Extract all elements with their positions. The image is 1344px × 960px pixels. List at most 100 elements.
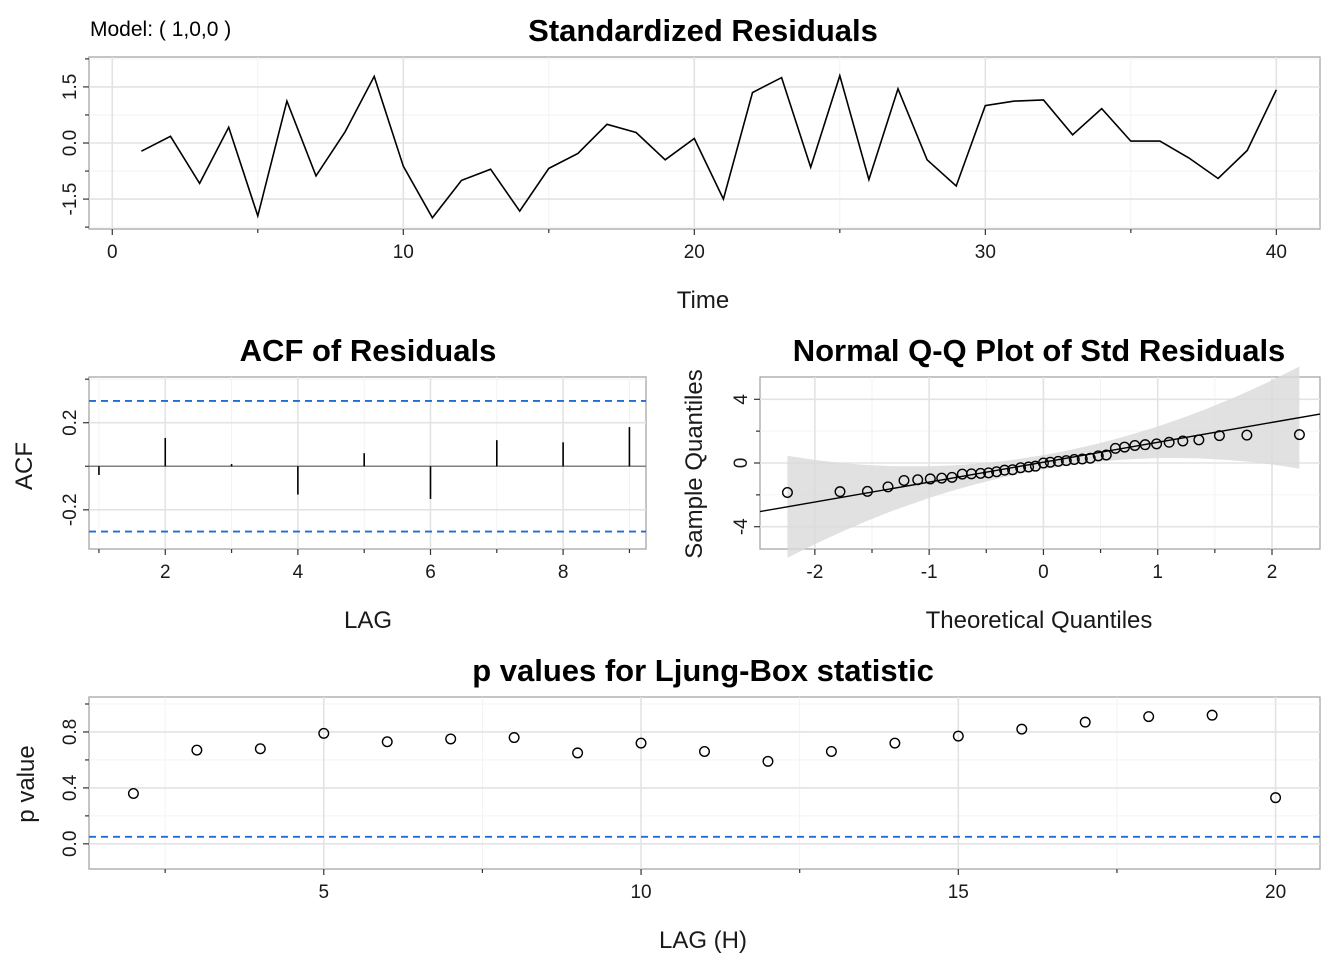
qq-point xyxy=(1052,455,1064,467)
ljung-box-ytick-label: 0.0 xyxy=(60,831,81,857)
qq-point xyxy=(936,472,948,484)
qq-point xyxy=(1100,449,1112,461)
qq-point xyxy=(781,486,793,498)
qq-point xyxy=(1044,456,1056,468)
qq-point xyxy=(1060,455,1072,467)
acf-xtick-label: 6 xyxy=(425,562,436,583)
ljung-box-point xyxy=(1016,723,1028,735)
qq-ytick-label: 0 xyxy=(731,458,752,469)
qq-point xyxy=(1068,453,1080,465)
std-residuals-ytick-label: 0.0 xyxy=(60,130,81,156)
qq-xtick-label: 1 xyxy=(1152,562,1163,583)
std-residuals-xtick-label: 40 xyxy=(1266,242,1287,263)
ljung-box-xlabel: LAG (H) xyxy=(659,927,747,954)
ljung-box-point xyxy=(1270,792,1282,804)
qq-point xyxy=(999,464,1011,476)
ljung-box-point xyxy=(1143,711,1155,723)
qq-point xyxy=(1163,436,1175,448)
qq-point xyxy=(1023,461,1035,473)
qq-point xyxy=(1241,429,1253,441)
std-residuals-xtick-label: 10 xyxy=(393,242,414,263)
qq-point xyxy=(983,467,995,479)
ljung-box-xtick-label: 10 xyxy=(630,882,651,903)
ljung-box-ytick-label: 0.4 xyxy=(60,774,81,801)
qq-point xyxy=(861,485,873,497)
qq-point xyxy=(991,466,1003,478)
qq-point xyxy=(1007,464,1019,476)
ljung-box-point xyxy=(508,732,520,744)
acf-xtick-label: 2 xyxy=(160,562,171,583)
acf-panel: 2 4 6 8 -0.2 0.2 ACF of Residuals LAG ACF xyxy=(11,333,647,634)
qq-point xyxy=(1193,434,1205,446)
qq-xtick-label: -2 xyxy=(806,562,823,583)
qq-title: Normal Q-Q Plot of Std Residuals xyxy=(793,333,1286,368)
qq-panel: -2 -1 0 1 2 -4 0 4 Normal Q-Q Plot of Std Residu… xyxy=(681,333,1321,634)
qq-ytick-label: 4 xyxy=(731,394,752,405)
std-residuals-series-line xyxy=(141,72,1278,220)
ljung-box-xtick-label: 15 xyxy=(948,882,969,903)
qq-point xyxy=(1119,441,1131,453)
qq-xtick-label: 0 xyxy=(1038,562,1049,583)
qq-point xyxy=(912,474,924,486)
ljung-box-point xyxy=(254,743,266,755)
std-residuals-ytick-label: -1.5 xyxy=(60,183,81,216)
acf-xtick-label: 4 xyxy=(293,562,304,583)
std-residuals-xlabel: Time xyxy=(677,287,729,314)
ljung-box-xtick-label: 5 xyxy=(318,882,329,903)
qq-ylabel: Sample Quantiles xyxy=(681,369,708,558)
qq-point xyxy=(1129,439,1141,451)
qq-ytick-label: -4 xyxy=(731,518,752,535)
ljung-box-point xyxy=(381,736,393,748)
qq-point xyxy=(1037,457,1049,469)
qq-point xyxy=(834,486,846,498)
std-residuals-panel: 0 10 20 30 40 -1.5 0.0 1.5 Model: ( 1,0,0 ) Stand… xyxy=(60,13,1321,314)
qq-point xyxy=(1213,430,1225,442)
qq-point xyxy=(924,473,936,485)
ljung-box-point xyxy=(445,733,457,745)
qq-point xyxy=(1076,453,1088,465)
ljung-box-xtick-label: 20 xyxy=(1265,882,1286,903)
ljung-box-point xyxy=(191,744,203,756)
ljung-box-point xyxy=(762,755,774,767)
model-label: Model: ( 1,0,0 ) xyxy=(90,18,231,41)
acf-xtick-label: 8 xyxy=(558,562,569,583)
qq-point xyxy=(1151,438,1163,450)
ljung-box-title: p values for Ljung-Box statistic xyxy=(472,653,934,688)
ljung-box-ylabel: p value xyxy=(13,745,40,822)
qq-point xyxy=(1177,435,1189,447)
qq-point xyxy=(946,471,958,483)
ljung-box-point xyxy=(889,737,901,749)
acf-ylabel: ACF xyxy=(11,442,38,490)
qq-point xyxy=(1092,450,1104,462)
std-residuals-ytick-label: 1.5 xyxy=(60,74,81,100)
acf-plot-area xyxy=(88,376,647,550)
qq-point xyxy=(1015,462,1027,474)
std-residuals-title: Standardized Residuals xyxy=(528,13,878,48)
qq-point xyxy=(1139,439,1151,451)
ljung-box-point xyxy=(952,730,964,742)
std-residuals-xtick-label: 0 xyxy=(107,242,118,263)
ljung-box-point xyxy=(635,737,647,749)
qq-point xyxy=(882,481,894,493)
qq-point xyxy=(975,467,987,479)
acf-title: ACF of Residuals xyxy=(240,333,497,368)
std-residuals-xtick-label: 30 xyxy=(975,242,996,263)
ljung-box-point xyxy=(825,746,837,758)
std-residuals-xtick-label: 20 xyxy=(684,242,705,263)
ljung-box-point xyxy=(1206,709,1218,721)
acf-xlabel: LAG xyxy=(344,607,392,634)
qq-point xyxy=(1293,429,1305,441)
ljung-box-ytick-label: 0.8 xyxy=(60,719,81,745)
ljung-box-point xyxy=(572,747,584,759)
acf-ytick-label: -0.2 xyxy=(60,493,81,526)
ljung-box-point xyxy=(699,746,711,758)
ljung-box-point xyxy=(318,727,330,739)
qq-point xyxy=(1084,452,1096,464)
qq-reference-line xyxy=(759,413,1321,513)
ljung-box-point xyxy=(1079,716,1091,728)
ljung-box-plot-area xyxy=(88,696,1321,870)
qq-xlabel: Theoretical Quantiles xyxy=(926,607,1153,634)
qq-xtick-label: 2 xyxy=(1267,562,1278,583)
qq-point xyxy=(898,475,910,487)
